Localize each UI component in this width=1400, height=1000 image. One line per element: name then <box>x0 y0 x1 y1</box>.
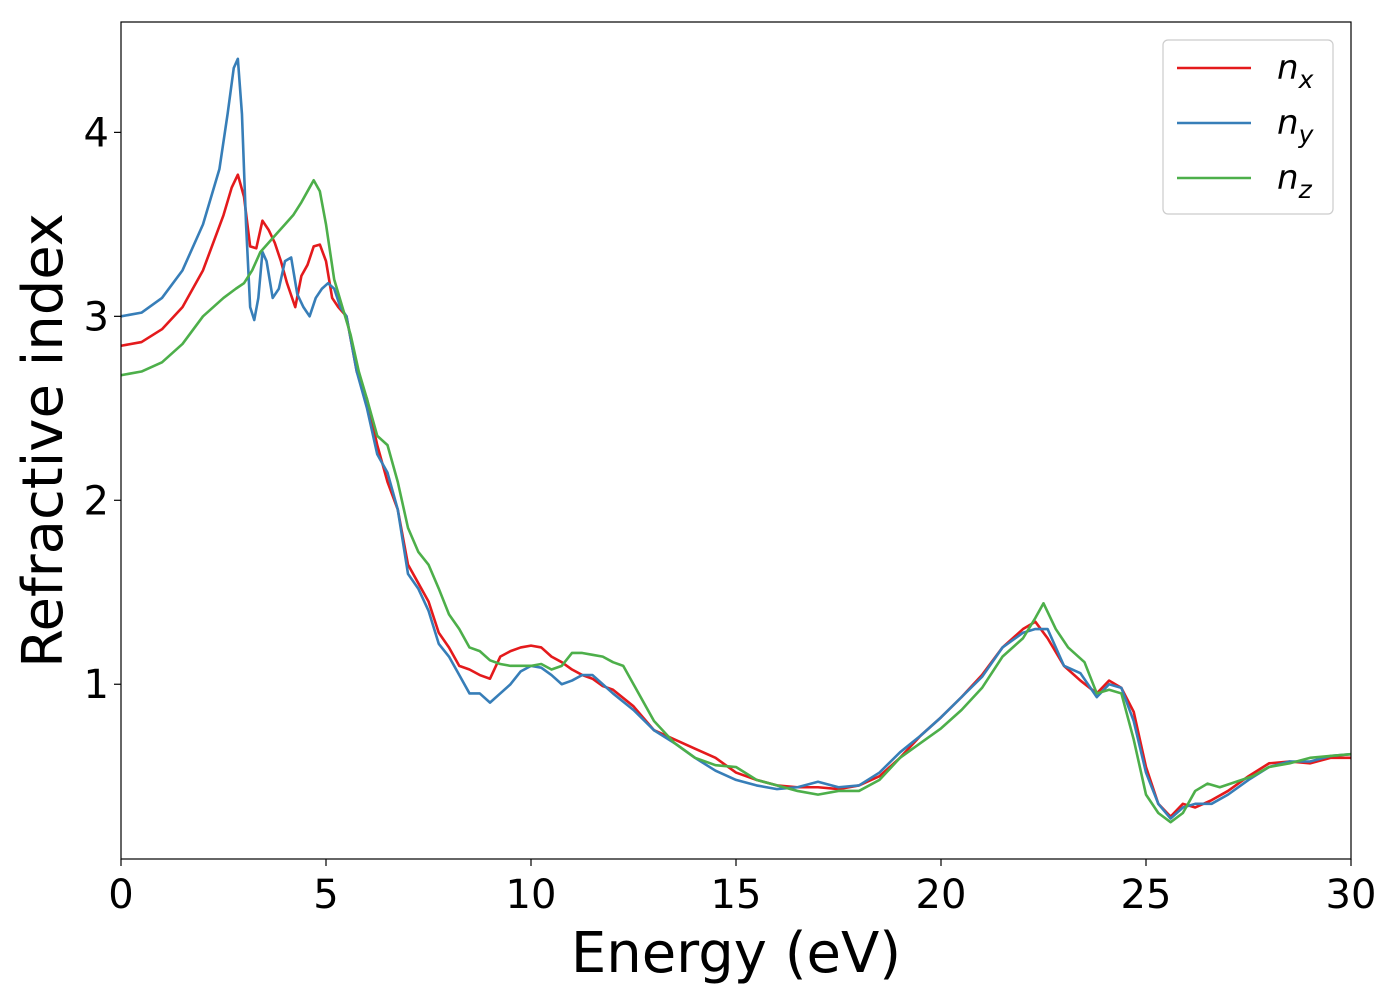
x-tick-label: 15 <box>711 872 762 918</box>
legend-label-x: nx <box>1277 48 1314 94</box>
y-axis-label: Refractive index <box>11 213 76 668</box>
legend-box <box>1162 39 1334 215</box>
series-line-z <box>121 178 1351 824</box>
y-tick-label: 1 <box>84 662 109 708</box>
legend-label-z: nz <box>1277 158 1313 204</box>
y-tick-label: 4 <box>84 110 109 156</box>
series-layer <box>121 57 1351 824</box>
x-axis-label: Energy (eV) <box>571 921 901 986</box>
series-line-x <box>121 173 1351 818</box>
x-axis: 0 5 10 15 20 25 30 <box>108 859 1376 918</box>
x-tick-label: 25 <box>1121 872 1172 918</box>
legend-label-y: ny <box>1277 103 1315 149</box>
x-tick-label: 30 <box>1326 872 1377 918</box>
y-tick-label: 3 <box>84 294 109 340</box>
series-line-y <box>121 57 1351 820</box>
x-tick-label: 5 <box>313 872 338 918</box>
x-tick-label: 10 <box>506 872 557 918</box>
y-tick-label: 2 <box>84 478 109 524</box>
x-tick-label: 20 <box>916 872 967 918</box>
x-tick-label: 0 <box>108 872 133 918</box>
legend: nx ny nz <box>1162 39 1334 215</box>
y-axis: 1 2 3 4 <box>84 110 121 708</box>
